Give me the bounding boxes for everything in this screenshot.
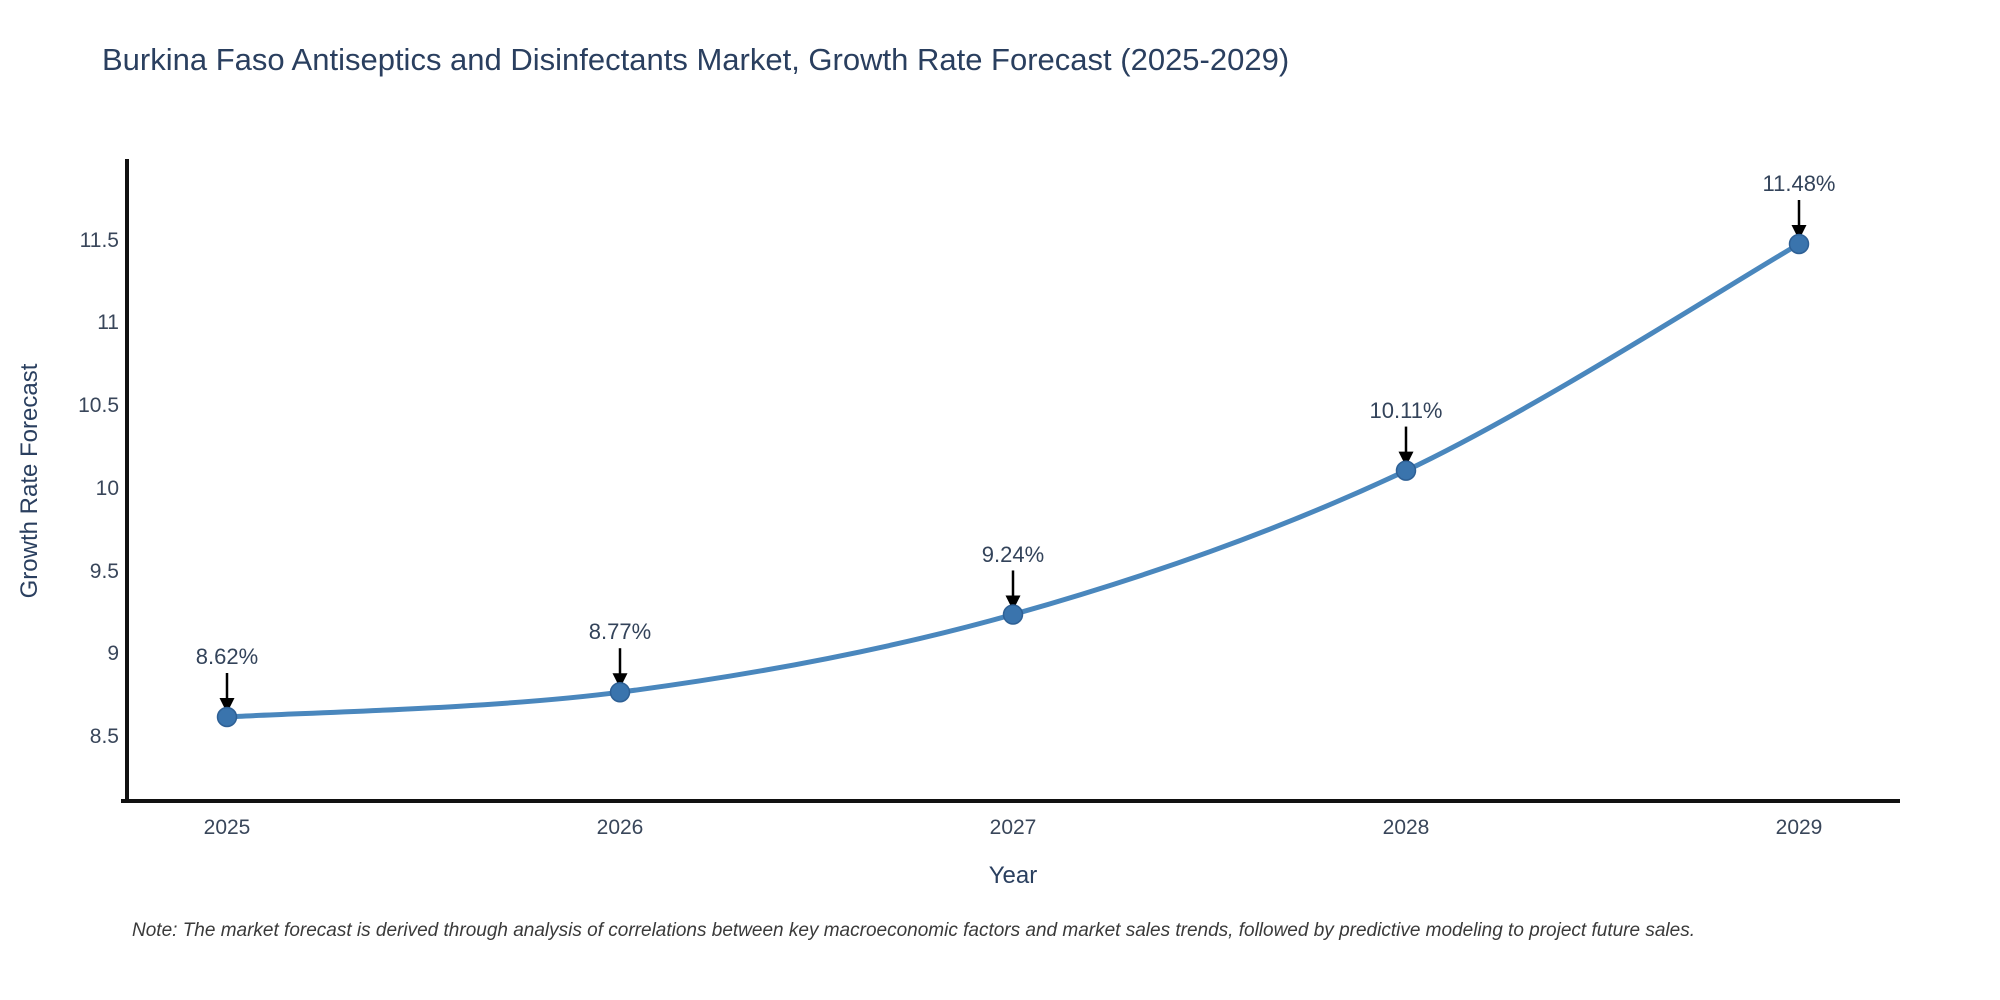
- forecast-line: [224, 241, 1802, 720]
- point-value-label-2027: 9.24%: [981, 541, 1045, 567]
- annotation-arrowhead-icon: [1398, 451, 1414, 467]
- footnote: Note: The market forecast is derived thr…: [132, 920, 1695, 941]
- x-tick-label-2026: 2026: [596, 816, 644, 839]
- data-point-marker-2029[interactable]: [1788, 233, 1810, 255]
- y-tick-label-10: 10: [95, 476, 119, 500]
- x-tick-label-2028: 2028: [1382, 816, 1430, 839]
- annotation-arrowhead-icon: [612, 673, 628, 689]
- point-value-label-2025: 8.62%: [195, 644, 259, 669]
- y-tick-label-11.5: 11.5: [79, 228, 119, 252]
- y-tick-label-11: 11: [97, 311, 119, 335]
- x-tick-label-2029: 2029: [1775, 816, 1823, 839]
- y-tick-label-9: 9: [107, 642, 119, 666]
- annotation-arrowhead-icon: [1791, 225, 1807, 241]
- annotation-arrowhead-icon: [1005, 595, 1021, 611]
- x-tick-label-2025: 2025: [203, 816, 251, 839]
- chart-title: Burkina Faso Antiseptics and Disinfectan…: [102, 42, 1290, 77]
- y-tick-label-8.5: 8.5: [89, 724, 119, 748]
- data-point-marker-2027[interactable]: [1002, 604, 1024, 625]
- point-value-label-2029: 11.48%: [1762, 171, 1836, 196]
- y-tick-label-10.5: 10.5: [78, 394, 119, 418]
- data-point-marker-2025[interactable]: [216, 706, 238, 728]
- data-point-marker-2026[interactable]: [609, 681, 631, 703]
- x-tick-label-2027: 2027: [989, 816, 1037, 839]
- y-tick-label-9.5: 9.5: [89, 559, 119, 583]
- annotation-arrowhead-icon: [219, 698, 235, 713]
- data-point-marker-2028[interactable]: [1395, 460, 1417, 481]
- point-value-label-2026: 8.77%: [588, 619, 652, 645]
- x-axis-title: Year: [988, 862, 1038, 889]
- point-value-label-2028: 10.11%: [1369, 397, 1443, 423]
